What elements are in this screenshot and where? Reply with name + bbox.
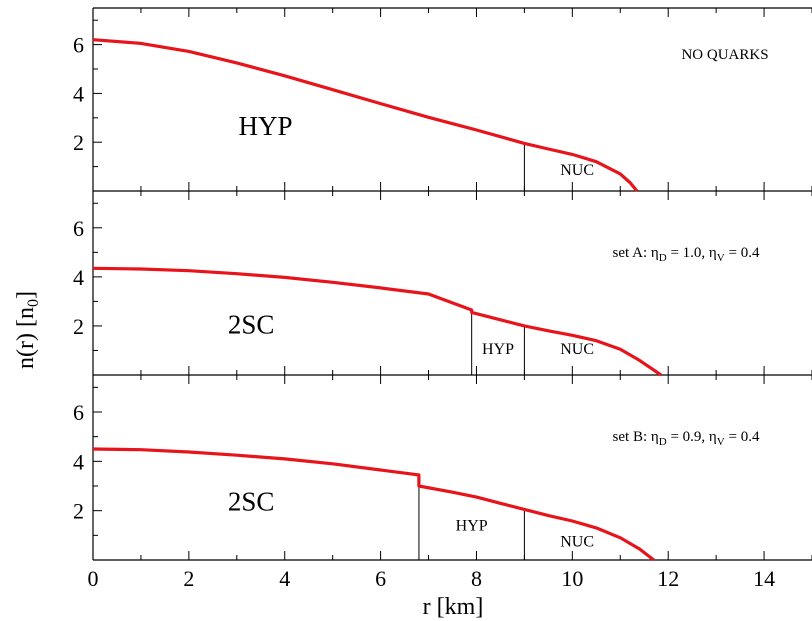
y-tick-label: 6 [73, 400, 84, 425]
panel-1: 2 4 6 HYP NUC NO QUARKS [73, 7, 812, 193]
panels-group: 2 4 6 HYP NUC NO QUARKS 2 4 6 2SC HYP NUC set A: ηD … [73, 7, 812, 591]
region-label-2sc: 2SC [228, 309, 275, 339]
x-tick-label: 12 [657, 566, 679, 591]
y-axis-title-close: ] [13, 291, 39, 299]
x-tick-label: 4 [279, 566, 290, 591]
y-tick-label: 6 [73, 33, 84, 58]
y-tick-label: 2 [73, 130, 84, 155]
region-label-hyp: HYP [456, 517, 488, 534]
annotation-part-mid: = 0.9, [667, 429, 709, 445]
annotation-part-eta: η [709, 245, 717, 261]
y-axis-title-sub: 0 [25, 299, 42, 307]
x-tick-label: 6 [375, 566, 386, 591]
annotation-part-prefix: set B: [613, 429, 651, 445]
y-tick-label: 4 [73, 81, 84, 106]
annotation-part-mid: = 1.0, [667, 245, 709, 261]
x-axis-title: r [km] [423, 594, 484, 620]
panel-annotation: NO QUARKS [681, 47, 768, 63]
y-tick-label: 2 [73, 314, 84, 339]
y-tick-label: 4 [73, 449, 84, 474]
x-tick-label: 2 [183, 566, 194, 591]
region-label-hyp: HYP [482, 341, 514, 358]
region-label-nuc: NUC [560, 533, 594, 550]
panel-3: 0 2 4 6 8 10 12 14 2 4 6 2SC HYP NUC set B: ηD = 0.9, … [73, 375, 812, 591]
x-tick-label: 8 [471, 566, 482, 591]
region-label-nuc: NUC [560, 162, 594, 179]
annotation-part-sub2: V [717, 252, 725, 264]
x-tick-label: 0 [88, 566, 99, 591]
density-curve [92, 38, 639, 193]
density-curve [92, 447, 655, 562]
annotation-part-eta: η [709, 429, 717, 445]
x-tick-label: 10 [561, 566, 583, 591]
annotation-part-sub2: V [717, 436, 725, 448]
annotation-part-suffix: = 0.4 [725, 429, 760, 445]
region-label-nuc: NUC [560, 341, 594, 358]
annotation-part-sub1: D [659, 252, 667, 264]
annotation-part-eta: η [651, 245, 659, 261]
x-tick-label: 14 [753, 566, 775, 591]
panel-annotation: set A: ηD = 1.0, ηV = 0.4 [613, 245, 760, 264]
y-axis-title-main: n(r) [n [13, 307, 39, 369]
region-label-hyp: HYP [239, 111, 293, 141]
density-curve [92, 266, 662, 377]
annotation-part-sub1: D [659, 436, 667, 448]
y-axis-title: n(r) [n0] [13, 291, 42, 369]
panel-annotation: set B: ηD = 0.9, ηV = 0.4 [613, 429, 760, 448]
annotation-part-eta: η [651, 429, 659, 445]
region-label-2sc: 2SC [228, 487, 275, 517]
y-tick-label: 6 [73, 216, 84, 241]
y-tick-label: 2 [73, 499, 84, 524]
annotation-part-prefix: set A: [613, 245, 651, 261]
y-tick-label: 4 [73, 265, 84, 290]
annotation-part-suffix: = 0.4 [725, 245, 760, 261]
